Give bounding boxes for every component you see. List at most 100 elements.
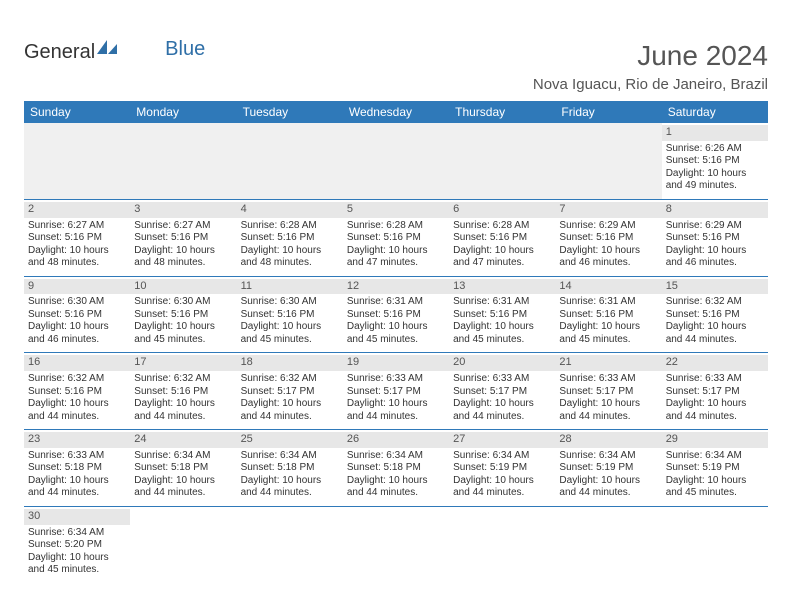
calendar-cell: 16Sunrise: 6:32 AMSunset: 5:16 PMDayligh…: [24, 353, 130, 430]
cell-sunrise: Sunrise: 6:28 AM: [241, 220, 339, 233]
page-title: June 2024: [637, 40, 768, 72]
day-number: 25: [237, 432, 343, 448]
cell-sunset: Sunset: 5:16 PM: [453, 309, 551, 322]
day-number: 4: [237, 202, 343, 218]
day-number: 24: [130, 432, 236, 448]
calendar-body: 1Sunrise: 6:26 AMSunset: 5:16 PMDaylight…: [24, 123, 768, 583]
cell-sunrise: Sunrise: 6:32 AM: [666, 296, 764, 309]
cell-daylight1: Daylight: 10 hours: [28, 552, 126, 565]
calendar-cell: 30Sunrise: 6:34 AMSunset: 5:20 PMDayligh…: [24, 506, 130, 582]
calendar-cell: 20Sunrise: 6:33 AMSunset: 5:17 PMDayligh…: [449, 353, 555, 430]
cell-sunset: Sunset: 5:16 PM: [241, 309, 339, 322]
cell-daylight1: Daylight: 10 hours: [134, 475, 232, 488]
cell-sunrise: Sunrise: 6:33 AM: [666, 373, 764, 386]
cell-sunset: Sunset: 5:17 PM: [559, 386, 657, 399]
cell-sunrise: Sunrise: 6:26 AM: [666, 143, 764, 156]
cell-sunrise: Sunrise: 6:29 AM: [559, 220, 657, 233]
calendar-cell: 21Sunrise: 6:33 AMSunset: 5:17 PMDayligh…: [555, 353, 661, 430]
cell-daylight2: and 48 minutes.: [28, 257, 126, 270]
cell-sunrise: Sunrise: 6:31 AM: [559, 296, 657, 309]
day-number: 29: [662, 432, 768, 448]
cell-sunset: Sunset: 5:17 PM: [666, 386, 764, 399]
day-number: 28: [555, 432, 661, 448]
cell-sunrise: Sunrise: 6:29 AM: [666, 220, 764, 233]
calendar-cell: 29Sunrise: 6:34 AMSunset: 5:19 PMDayligh…: [662, 430, 768, 507]
calendar-cell: [449, 506, 555, 582]
calendar-cell: 23Sunrise: 6:33 AMSunset: 5:18 PMDayligh…: [24, 430, 130, 507]
day-header: Tuesday: [237, 101, 343, 123]
calendar-cell: 18Sunrise: 6:32 AMSunset: 5:17 PMDayligh…: [237, 353, 343, 430]
cell-daylight1: Daylight: 10 hours: [134, 245, 232, 258]
cell-daylight1: Daylight: 10 hours: [241, 321, 339, 334]
cell-sunrise: Sunrise: 6:34 AM: [453, 450, 551, 463]
cell-daylight1: Daylight: 10 hours: [453, 321, 551, 334]
cell-daylight2: and 45 minutes.: [666, 487, 764, 500]
cell-daylight2: and 45 minutes.: [28, 564, 126, 577]
cell-daylight1: Daylight: 10 hours: [559, 321, 657, 334]
cell-daylight1: Daylight: 10 hours: [453, 398, 551, 411]
day-number: 15: [662, 279, 768, 295]
cell-sunrise: Sunrise: 6:34 AM: [347, 450, 445, 463]
calendar-cell: 24Sunrise: 6:34 AMSunset: 5:18 PMDayligh…: [130, 430, 236, 507]
day-header: Thursday: [449, 101, 555, 123]
calendar-cell: 25Sunrise: 6:34 AMSunset: 5:18 PMDayligh…: [237, 430, 343, 507]
cell-daylight1: Daylight: 10 hours: [241, 245, 339, 258]
day-number: 1: [662, 125, 768, 141]
cell-daylight2: and 46 minutes.: [28, 334, 126, 347]
day-number: 26: [343, 432, 449, 448]
cell-daylight1: Daylight: 10 hours: [453, 245, 551, 258]
day-number: 5: [343, 202, 449, 218]
cell-sunset: Sunset: 5:16 PM: [134, 386, 232, 399]
cell-daylight2: and 44 minutes.: [347, 411, 445, 424]
cell-sunrise: Sunrise: 6:30 AM: [28, 296, 126, 309]
cell-daylight2: and 44 minutes.: [28, 487, 126, 500]
cell-daylight1: Daylight: 10 hours: [347, 398, 445, 411]
calendar-cell: 11Sunrise: 6:30 AMSunset: 5:16 PMDayligh…: [237, 276, 343, 353]
cell-daylight1: Daylight: 10 hours: [347, 245, 445, 258]
calendar-cell: 2Sunrise: 6:27 AMSunset: 5:16 PMDaylight…: [24, 199, 130, 276]
cell-sunrise: Sunrise: 6:32 AM: [134, 373, 232, 386]
cell-daylight2: and 44 minutes.: [134, 487, 232, 500]
cell-daylight2: and 47 minutes.: [453, 257, 551, 270]
header-row: General Blue June 2024: [24, 40, 768, 72]
day-number: 18: [237, 355, 343, 371]
cell-sunset: Sunset: 5:20 PM: [28, 539, 126, 552]
cell-sunrise: Sunrise: 6:32 AM: [28, 373, 126, 386]
cell-daylight1: Daylight: 10 hours: [559, 398, 657, 411]
day-number: 23: [24, 432, 130, 448]
cell-daylight1: Daylight: 10 hours: [453, 475, 551, 488]
cell-sunset: Sunset: 5:19 PM: [666, 462, 764, 475]
cell-sunset: Sunset: 5:16 PM: [134, 232, 232, 245]
cell-sunrise: Sunrise: 6:30 AM: [241, 296, 339, 309]
cell-daylight2: and 44 minutes.: [559, 411, 657, 424]
cell-daylight2: and 44 minutes.: [241, 411, 339, 424]
cell-sunset: Sunset: 5:18 PM: [28, 462, 126, 475]
calendar-cell: [343, 506, 449, 582]
day-number: 27: [449, 432, 555, 448]
day-number: 6: [449, 202, 555, 218]
calendar-cell: [237, 506, 343, 582]
cell-sunset: Sunset: 5:16 PM: [666, 155, 764, 168]
cell-daylight2: and 45 minutes.: [134, 334, 232, 347]
calendar-cell: 10Sunrise: 6:30 AMSunset: 5:16 PMDayligh…: [130, 276, 236, 353]
day-number: 21: [555, 355, 661, 371]
day-number: 17: [130, 355, 236, 371]
cell-daylight1: Daylight: 10 hours: [559, 475, 657, 488]
cell-daylight1: Daylight: 10 hours: [134, 398, 232, 411]
cell-daylight2: and 44 minutes.: [666, 411, 764, 424]
cell-sunset: Sunset: 5:16 PM: [559, 309, 657, 322]
calendar-cell: 13Sunrise: 6:31 AMSunset: 5:16 PMDayligh…: [449, 276, 555, 353]
calendar-week-row: 2Sunrise: 6:27 AMSunset: 5:16 PMDaylight…: [24, 199, 768, 276]
cell-daylight1: Daylight: 10 hours: [666, 475, 764, 488]
cell-daylight1: Daylight: 10 hours: [28, 398, 126, 411]
day-header: Monday: [130, 101, 236, 123]
logo-text-2: Blue: [165, 38, 205, 61]
cell-sunset: Sunset: 5:16 PM: [559, 232, 657, 245]
cell-daylight2: and 44 minutes.: [453, 487, 551, 500]
cell-sunset: Sunset: 5:16 PM: [241, 232, 339, 245]
calendar-cell: 7Sunrise: 6:29 AMSunset: 5:16 PMDaylight…: [555, 199, 661, 276]
cell-sunset: Sunset: 5:16 PM: [28, 232, 126, 245]
cell-sunrise: Sunrise: 6:27 AM: [28, 220, 126, 233]
cell-sunset: Sunset: 5:16 PM: [666, 232, 764, 245]
cell-sunset: Sunset: 5:19 PM: [559, 462, 657, 475]
